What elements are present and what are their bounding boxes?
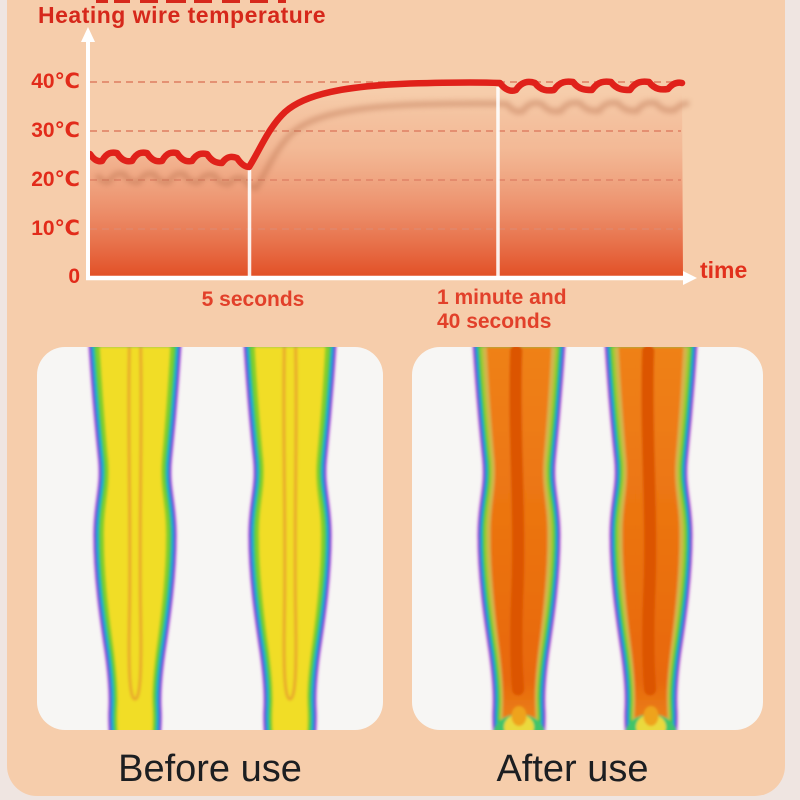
temperature-chart — [81, 27, 697, 285]
ytick-0: 0 — [68, 265, 80, 288]
x-axis-arrow — [683, 271, 697, 285]
thermal-leg-before-right — [229, 347, 351, 730]
x-axis-label: time — [700, 257, 748, 283]
thermal-leg-after-left — [458, 347, 580, 730]
ytick-10: 10℃ — [31, 217, 80, 240]
y-axis-arrow — [81, 27, 95, 42]
before-use-caption: Before use — [118, 748, 302, 790]
thermal-leg-after-right — [590, 347, 712, 730]
time-marker-lines — [247, 87, 500, 276]
thermal-panel-before — [37, 347, 383, 730]
ytick-30: 30℃ — [31, 119, 80, 142]
marker-1min40s-line1: 1 minute and — [437, 286, 567, 309]
marker-1min40s-line2: 40 seconds — [437, 310, 552, 333]
marker-5-seconds: 5 seconds — [201, 288, 305, 311]
after-use-caption: After use — [496, 748, 649, 790]
ytick-40: 40℃ — [31, 70, 80, 93]
chart-title: Heating wire temperature — [38, 2, 327, 28]
thermal-leg-before-left — [74, 347, 196, 730]
thermal-panel-after — [412, 347, 763, 730]
axes — [86, 40, 684, 281]
ytick-20: 20℃ — [31, 168, 80, 191]
